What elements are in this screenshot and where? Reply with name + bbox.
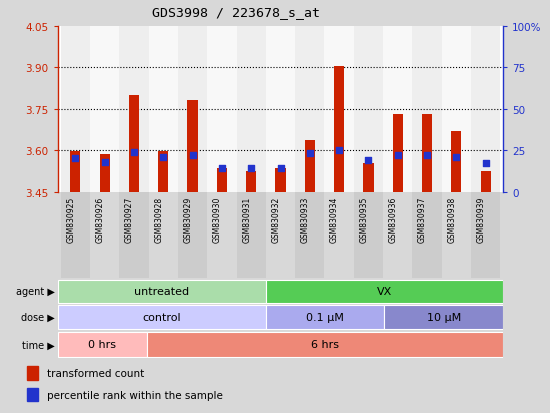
Bar (334, 67, 344, 192)
Bar (60, 27, 90, 192)
Bar (266, 27, 295, 192)
Text: GSM830927: GSM830927 (125, 197, 134, 242)
Text: GSM830926: GSM830926 (96, 197, 104, 242)
Bar (178, 192, 207, 279)
Bar (393, 115, 403, 192)
Bar (305, 141, 315, 192)
Bar (27, 366, 38, 380)
Text: VX: VX (377, 287, 392, 297)
Bar (207, 27, 236, 192)
Point (188, 152, 197, 159)
Bar (276, 169, 285, 192)
Bar (266, 280, 503, 303)
Bar (58, 306, 266, 329)
Text: transformed count: transformed count (47, 368, 144, 378)
Bar (60, 192, 90, 279)
Text: GSM830928: GSM830928 (154, 197, 163, 242)
Text: GSM830936: GSM830936 (389, 197, 398, 243)
Bar (148, 27, 178, 192)
Bar (207, 192, 236, 279)
Text: GSM830932: GSM830932 (272, 197, 280, 242)
Bar (27, 388, 38, 401)
Point (422, 152, 431, 159)
Bar (236, 192, 266, 279)
Point (452, 154, 461, 161)
Point (481, 161, 490, 167)
Bar (412, 192, 442, 279)
Bar (354, 27, 383, 192)
Text: untreated: untreated (134, 287, 189, 297)
Bar (383, 27, 412, 192)
Text: GDS3998 / 223678_s_at: GDS3998 / 223678_s_at (152, 6, 321, 19)
Text: 0.1 μM: 0.1 μM (306, 312, 344, 323)
Bar (422, 115, 432, 192)
Bar (148, 192, 178, 279)
Point (276, 166, 285, 172)
Bar (100, 155, 110, 192)
Point (217, 166, 226, 172)
Text: percentile rank within the sample: percentile rank within the sample (47, 389, 223, 400)
Bar (158, 152, 168, 192)
Point (364, 157, 373, 164)
Bar (90, 192, 119, 279)
Bar (266, 306, 384, 329)
Point (247, 166, 256, 172)
Bar (236, 27, 266, 192)
Bar (119, 27, 148, 192)
Bar (70, 152, 80, 192)
Bar (188, 101, 197, 192)
Bar (412, 27, 442, 192)
Point (305, 151, 314, 157)
Point (100, 159, 109, 166)
Text: GSM830934: GSM830934 (330, 197, 339, 243)
Bar (90, 27, 119, 192)
Text: GSM830929: GSM830929 (184, 197, 192, 242)
Bar (246, 171, 256, 192)
Text: GSM830935: GSM830935 (360, 197, 368, 243)
Point (130, 149, 139, 156)
Point (159, 154, 168, 161)
Bar (295, 192, 324, 279)
Bar (178, 27, 207, 192)
Text: control: control (142, 312, 181, 323)
Bar (354, 192, 383, 279)
Bar (58, 280, 266, 303)
Bar (266, 192, 295, 279)
Bar (384, 306, 503, 329)
Bar (383, 192, 412, 279)
Bar (442, 27, 471, 192)
Text: GSM830938: GSM830938 (447, 197, 456, 242)
Bar (471, 192, 501, 279)
Bar (364, 163, 373, 192)
Point (393, 152, 402, 159)
Text: 10 μM: 10 μM (427, 312, 461, 323)
Text: agent ▶: agent ▶ (16, 287, 55, 297)
Bar (324, 27, 354, 192)
Text: 0 hrs: 0 hrs (89, 339, 116, 349)
Bar (58, 332, 147, 357)
Bar (324, 192, 354, 279)
Bar (451, 131, 461, 192)
Text: dose ▶: dose ▶ (21, 312, 55, 323)
Point (71, 156, 80, 162)
Bar (471, 27, 501, 192)
Bar (147, 332, 503, 357)
Bar (119, 192, 148, 279)
Point (335, 147, 344, 154)
Text: GSM830939: GSM830939 (477, 197, 486, 243)
Bar (217, 169, 227, 192)
Text: GSM830925: GSM830925 (67, 197, 75, 242)
Bar (295, 27, 324, 192)
Text: GSM830937: GSM830937 (418, 197, 427, 243)
Text: GSM830933: GSM830933 (301, 197, 310, 243)
Text: GSM830930: GSM830930 (213, 197, 222, 243)
Text: GSM830931: GSM830931 (242, 197, 251, 242)
Text: time ▶: time ▶ (22, 339, 55, 349)
Bar (481, 171, 491, 192)
Bar (129, 96, 139, 192)
Text: 6 hrs: 6 hrs (311, 339, 339, 349)
Bar (442, 192, 471, 279)
